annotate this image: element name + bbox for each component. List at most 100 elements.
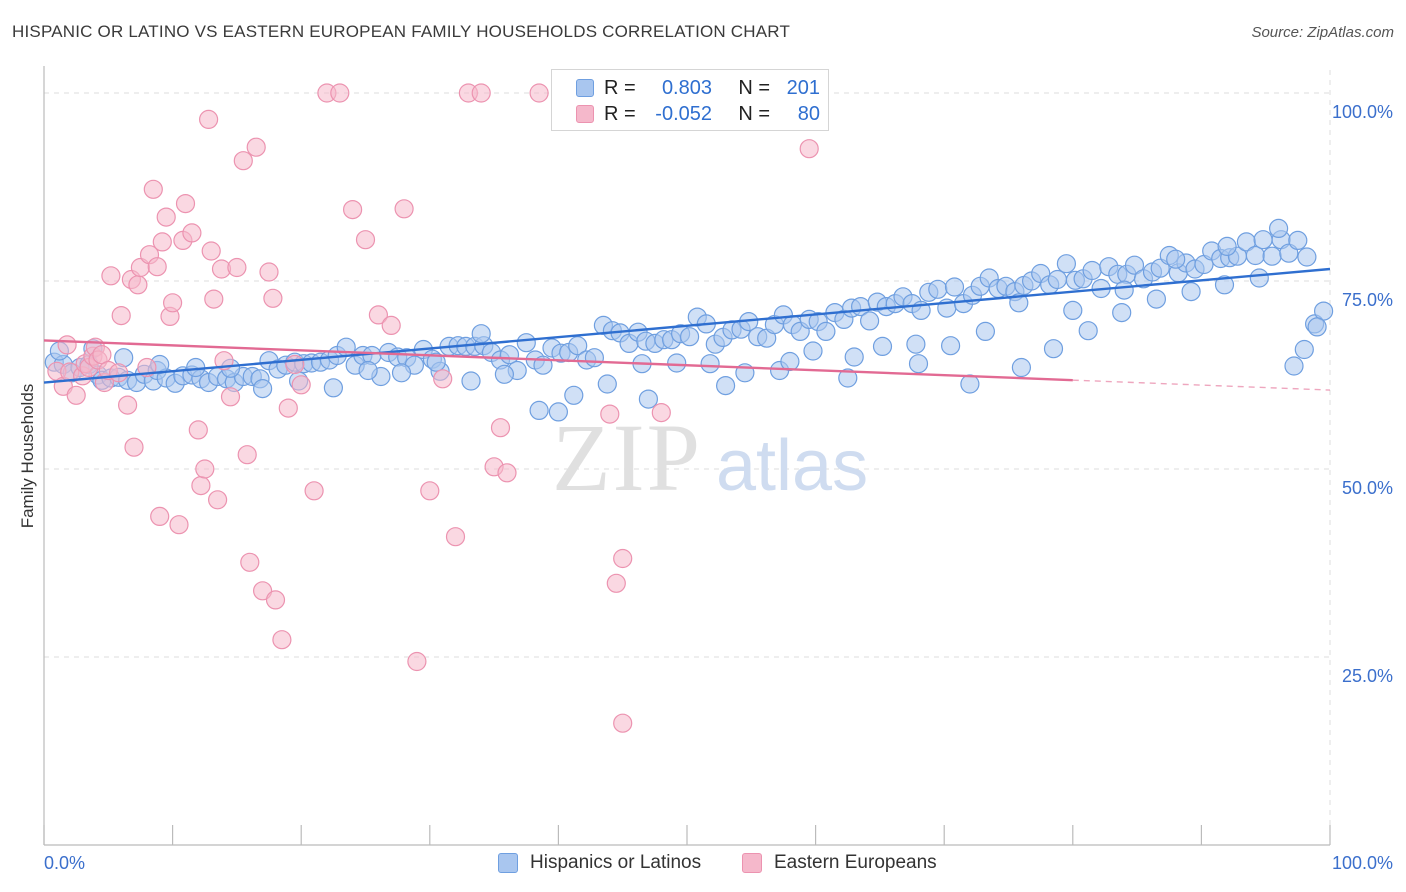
hispanic-point [1114,280,1134,300]
r-label: R = [604,102,636,125]
eastern-european-point [195,459,215,479]
y-tick-label: 50.0% [1342,478,1393,498]
hispanic-point [471,324,491,344]
hispanic-point [715,376,736,396]
eastern-european-point [204,289,224,309]
y-tick-label: 100.0% [1332,102,1393,122]
legend-label: Eastern Europeans [774,852,937,873]
hispanic-point [1009,293,1029,313]
source-label: Source: ZipAtlas.com [1251,24,1394,41]
hispanic-point [1082,260,1102,281]
eastern-european-point [57,335,77,355]
stat-row-eastern-european: R = -0.052 N = 80 [552,101,820,127]
eastern-european-point [343,200,363,220]
n-label: N = [738,76,770,99]
y-axis-label: Family Households [18,384,37,529]
hispanic-point [1166,249,1186,269]
eastern-european-point [201,241,221,261]
eastern-european-point [101,266,121,286]
y-tick-label: 75.0% [1342,290,1393,310]
eastern-european-point [150,506,170,527]
hispanic-point [679,327,700,347]
eastern-european-point [278,398,298,418]
hispanic-point [358,360,378,381]
hispanic-point [1124,255,1145,275]
hispanic-point [499,345,520,365]
eastern-european-point [233,151,253,171]
hispanic-point [780,351,800,372]
eastern-european-point [606,573,626,593]
hispanic-point [597,374,617,394]
eastern-european-point [152,232,172,252]
eastern-european-point [156,207,176,227]
hispanic-point [529,400,549,420]
eastern-european-point [117,395,138,415]
eastern-european-point [651,403,671,423]
hispanic-point [944,277,965,297]
eastern-european-point [220,387,241,407]
hispanic-point [1181,282,1201,302]
stat-row-hispanic: R = 0.803 N = 201 [552,75,820,101]
hispanic-point [908,354,929,374]
hispanic-point [872,336,893,356]
hispanic-point [1011,357,1032,378]
blue-swatch [576,79,594,97]
eastern-european-point [304,481,324,501]
hispanic-point [1078,321,1098,341]
legend-item-hispanic[interactable]: Hispanics or Latinos [498,852,701,874]
hispanic-point [1063,300,1083,320]
eastern-european-trend-line [43,339,1073,382]
eastern-european-point [147,257,167,277]
eastern-european-point [175,194,196,214]
eastern-european-point [163,293,183,313]
hispanic-point [391,363,412,383]
hispanic-point [960,374,980,394]
hispanic-point [940,336,961,356]
hispanic-point [700,354,720,374]
chart-title: HISPANIC OR LATINO VS EASTERN EUROPEAN F… [12,22,791,41]
eastern-european-point [237,445,257,465]
hispanic-point [1214,275,1235,295]
eastern-european-point [490,418,511,438]
eastern-european-point [199,109,219,130]
eastern-european-point [191,476,211,496]
hispanic-point [816,321,836,341]
hispanic-point [844,347,864,367]
hispanic-point [1307,317,1327,337]
eastern-european-point [272,630,292,650]
pink-swatch [742,853,762,873]
blue-swatch [498,853,518,873]
eastern-european-point [433,369,453,389]
eastern-european-point [240,552,260,572]
trend-lines [43,267,1331,391]
eastern-european-point [108,363,129,383]
eastern-european-point [208,490,228,510]
hispanic-point [253,379,273,399]
x-tick-label: 100.0% [1332,853,1393,873]
eastern-european-point [227,257,247,278]
r-value: 0.803 [661,76,712,99]
hispanic-point [1268,218,1289,238]
eastern-european-point [471,83,491,103]
hispanic-point [667,353,687,373]
eastern-european-point [263,288,283,308]
hispanic-point [1249,268,1269,288]
hispanic-point [568,336,588,356]
n-label: N = [738,102,770,125]
hispanic-point [1297,247,1317,267]
hispanic-point [1217,236,1237,256]
eastern-european-point [285,354,305,375]
hispanic-point [1253,230,1273,250]
hispanic-point [461,371,481,391]
hispanic-point [1146,289,1167,309]
hispanic-point [1043,339,1064,359]
legend-item-eastern-european[interactable]: Eastern Europeans [742,852,937,874]
eastern-european-point [182,223,202,243]
eastern-european-point [600,404,620,424]
eastern-european-point [246,137,266,157]
hispanic-point [1245,245,1266,266]
tick-labels: 25.0% 50.0% 75.0% 100.0% 0.0% 100.0% [44,102,1393,873]
n-value: 201 [786,76,820,99]
watermark: ZIP atlas [552,404,868,511]
